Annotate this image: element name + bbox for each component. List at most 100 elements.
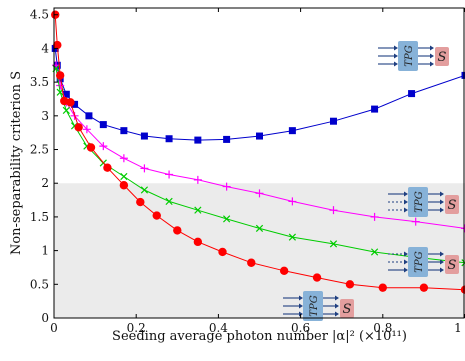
data-point [288, 197, 297, 206]
data-point [99, 121, 107, 129]
arrow-head [430, 61, 434, 67]
data-point [53, 40, 62, 50]
arrow-head [440, 267, 444, 273]
data-point [120, 172, 128, 181]
data-point [370, 248, 379, 256]
s-box [445, 195, 459, 214]
s-box [445, 255, 459, 274]
s-label: S [343, 302, 352, 317]
s-label: S [448, 258, 457, 273]
x-tick-label: 1 [454, 321, 462, 335]
data-point [71, 100, 79, 108]
arrow-head [299, 303, 303, 309]
data-point [82, 125, 91, 134]
arrow-head [430, 45, 434, 51]
data-point [62, 106, 70, 115]
data-point [119, 181, 129, 190]
tpg-box [408, 187, 428, 217]
data-point [288, 127, 296, 135]
data-point [119, 154, 128, 163]
data-point [140, 186, 149, 194]
data-point [194, 136, 202, 144]
arrow-head [440, 199, 444, 205]
data-point [329, 117, 337, 125]
x-tick-label: 0.2 [127, 321, 146, 335]
tpg-inset: TPG S [283, 291, 354, 321]
arrow-head [404, 207, 408, 213]
tpg-box [398, 41, 418, 71]
plot-frame [53, 7, 465, 319]
data-point [419, 283, 429, 292]
data-point [411, 217, 420, 226]
arrow-head [404, 267, 408, 273]
tpg-box [408, 247, 428, 277]
data-point [371, 105, 379, 113]
arrow-head [440, 251, 444, 257]
x-tick-label: 0.6 [291, 321, 310, 335]
data-point [136, 197, 145, 207]
y-axis-label: Non-separability criterion S [9, 71, 24, 255]
data-point [103, 163, 112, 172]
arrow-head [335, 295, 339, 301]
data-point [152, 211, 161, 220]
data-point [279, 266, 289, 276]
y-tick-label: 3 [41, 109, 49, 123]
data-point [99, 142, 108, 151]
y-tick-label: 0.5 [30, 277, 49, 291]
arrow-head [394, 53, 398, 59]
x-tick-label: 0.8 [373, 321, 392, 335]
y-tick-label: 2.5 [30, 143, 49, 157]
arrow-head [404, 259, 408, 265]
data-point [86, 143, 96, 152]
schematic-insets: TPG S TPG S TPG S TPG S [283, 41, 459, 321]
data-point [288, 233, 297, 241]
separable-region-shade [54, 183, 465, 318]
data-point [345, 280, 355, 289]
data-point [329, 240, 338, 248]
series-circle [51, 10, 465, 294]
arrow-head [430, 53, 434, 59]
data-point [62, 90, 70, 98]
data-point [165, 135, 173, 143]
arrow-head [394, 61, 398, 67]
tpg-label: TPG [309, 295, 320, 316]
data-point [408, 90, 416, 98]
data-point [461, 259, 465, 267]
tpg-label: TPG [404, 45, 415, 66]
data-point [222, 182, 231, 191]
s-box [435, 47, 449, 66]
data-point [255, 189, 264, 198]
s-label: S [448, 198, 457, 213]
data-point [173, 226, 182, 235]
data-point [165, 170, 174, 179]
arrow-head [404, 251, 408, 257]
data-point [222, 215, 231, 223]
x-tick-label: 0.4 [209, 321, 228, 335]
data-point [140, 132, 148, 140]
y-tick-label: 0 [41, 311, 49, 325]
arrow-head [440, 191, 444, 197]
data-point [66, 98, 75, 107]
data-point [329, 206, 338, 215]
data-point [378, 283, 387, 292]
data-point [461, 71, 465, 79]
y-tick-label: 1.5 [30, 210, 49, 224]
y-tick-label: 2 [41, 176, 49, 190]
data-point [85, 112, 93, 120]
y-tick-label: 4 [41, 41, 49, 55]
tpg-inset: TPG S [388, 247, 459, 277]
data-point [223, 135, 231, 143]
tpg-label: TPG [414, 251, 425, 272]
tpg-inset: TPG S [378, 41, 449, 71]
data-point [370, 212, 379, 221]
data-point [256, 132, 263, 140]
y-tick-label: 1 [41, 244, 49, 258]
data-point [461, 224, 465, 233]
arrow-head [440, 259, 444, 265]
tpg-label: TPG [414, 191, 425, 212]
arrow-head [394, 45, 398, 51]
x-tick-label: 0 [50, 321, 58, 335]
data-point [140, 164, 149, 173]
data-point [193, 237, 203, 247]
